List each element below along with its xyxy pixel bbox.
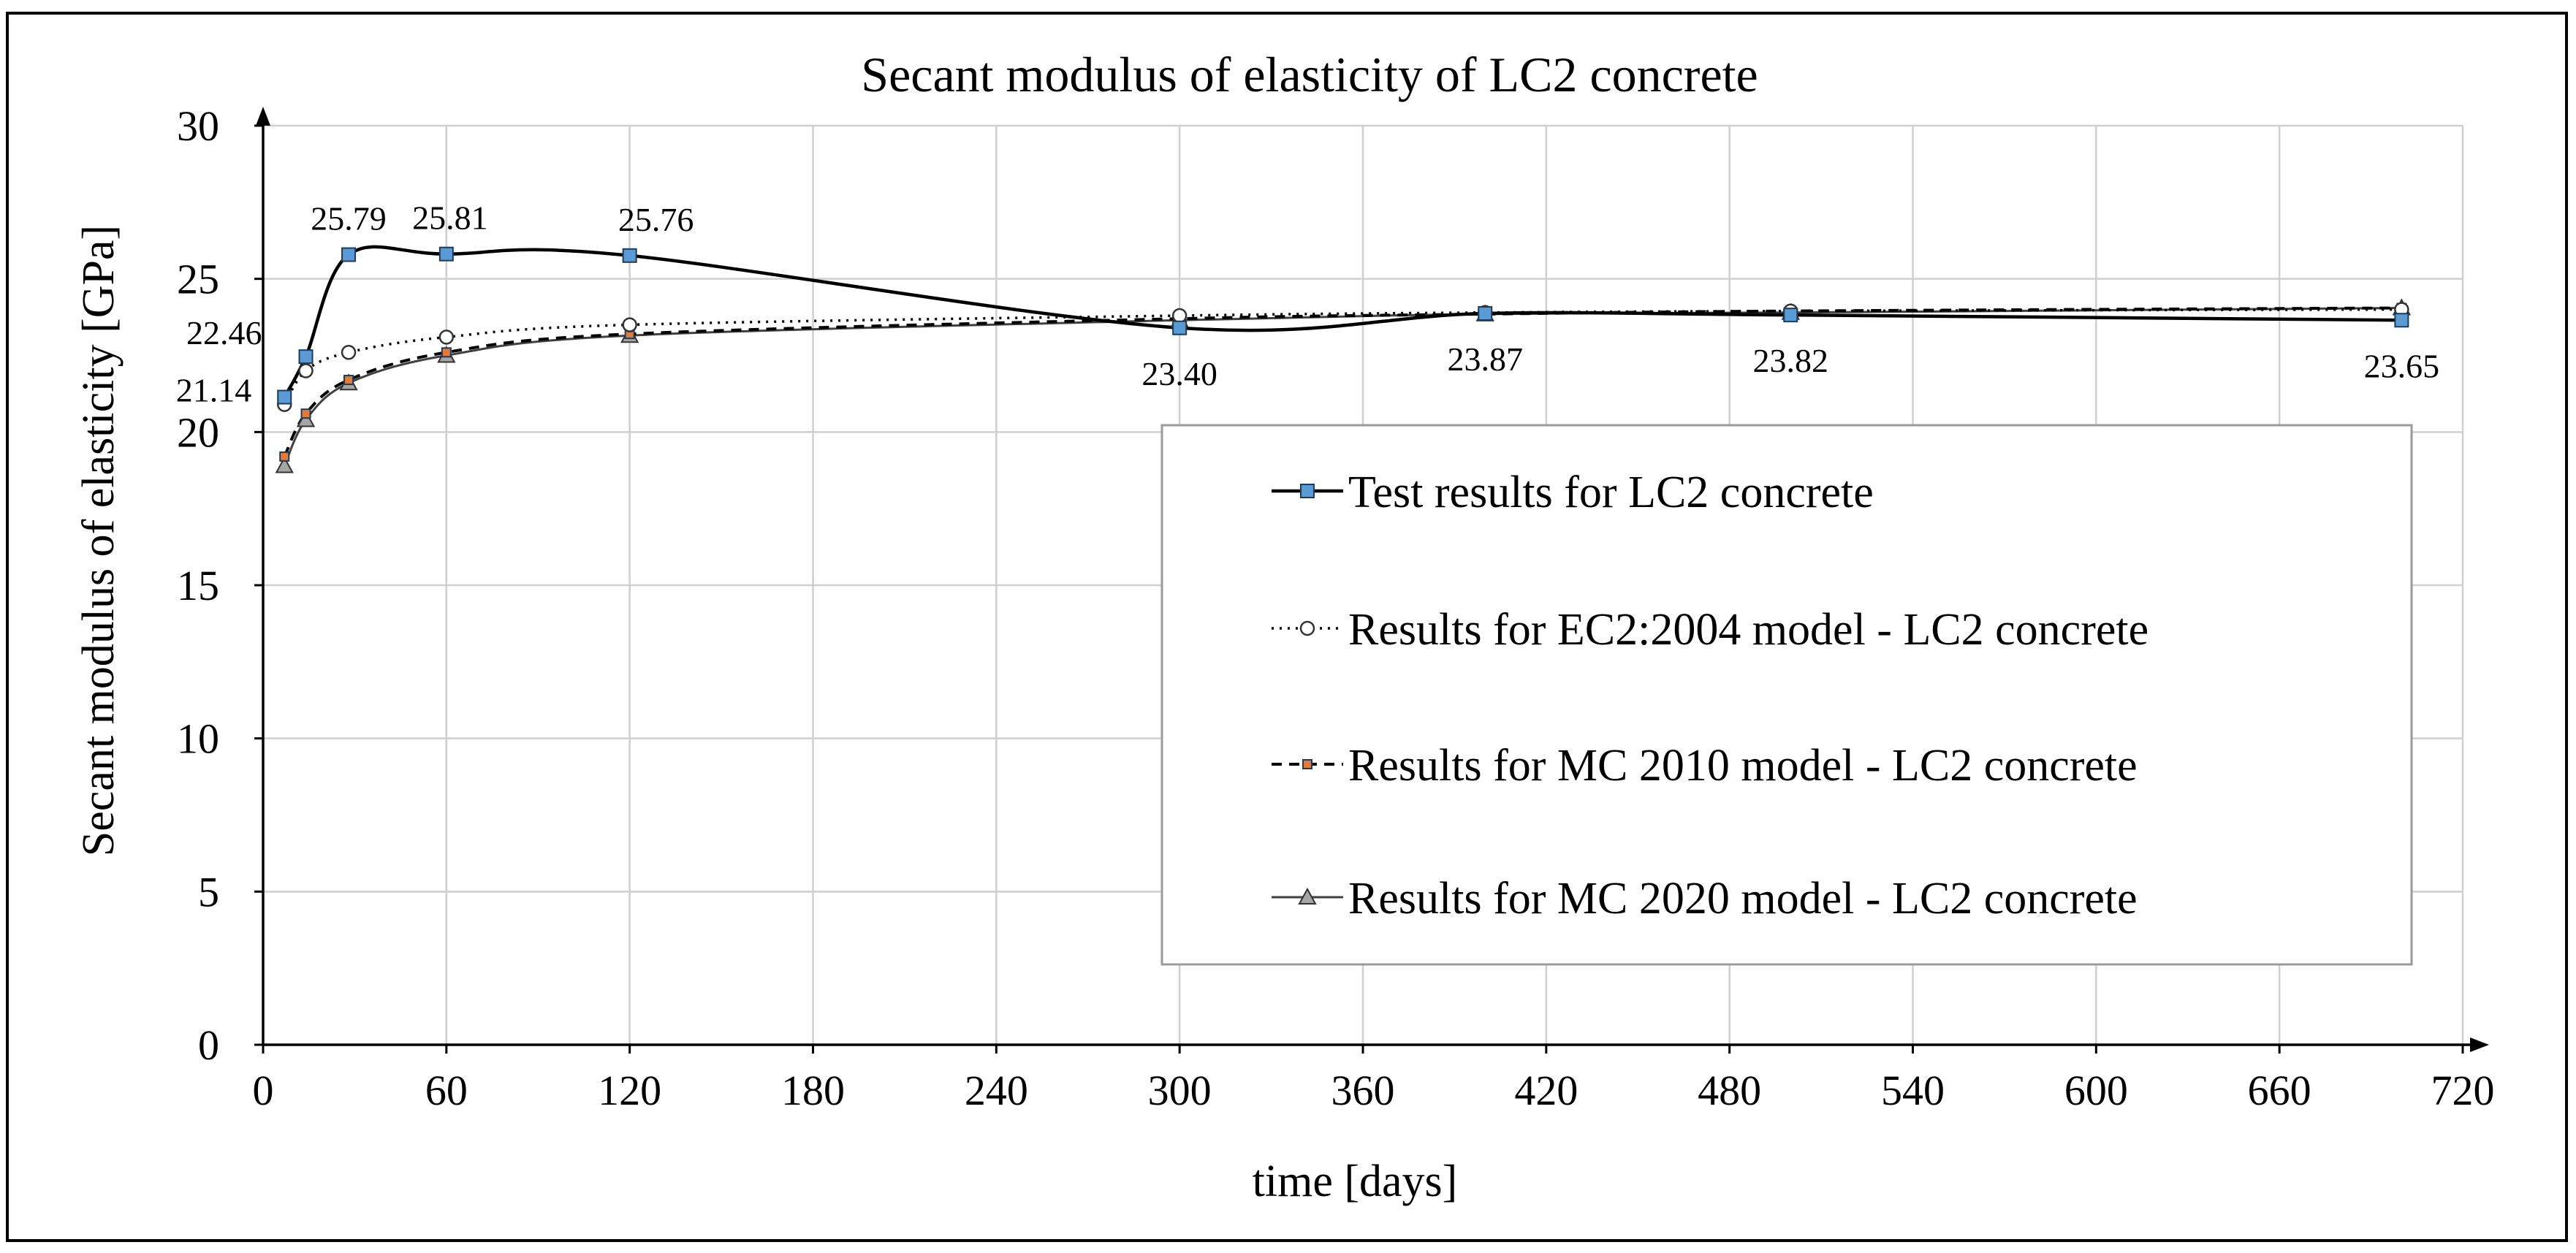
x-tick-label-180: 180 [781,1067,845,1114]
chart-title: Secant modulus of elasticity of LC2 conc… [861,47,1758,102]
series-0-point-5 [1172,320,1188,335]
series-0-point-7 [1783,308,1798,323]
series-line-3 [283,307,2402,467]
series-2-point-2 [343,375,354,386]
data-label-5: 23.40 [1141,355,1217,392]
data-label-8: 23.65 [2364,347,2440,384]
x-tick-label-240: 240 [965,1067,1028,1114]
series-2-point-1 [300,408,311,419]
series-2-point-0 [279,451,290,462]
y-axis-arrow [256,107,270,126]
data-label-4: 25.76 [618,201,694,238]
y-tick-label-25: 25 [177,256,219,303]
y-tick-label-10: 10 [177,715,219,763]
axes [254,107,2489,1054]
x-tick-label-420: 420 [1514,1067,1578,1114]
y-axis-label: Secant modulus of elasticity [GPa] [74,225,124,856]
legend-marker-3 [1298,887,1317,904]
series-1-point-1 [298,363,314,378]
x-tick-label-120: 120 [598,1067,661,1114]
data-label-3: 25.81 [412,199,488,237]
series-line-0 [283,245,2402,398]
x-axis-label: time [days] [1253,1157,1458,1206]
legend-marker-1 [1299,620,1315,636]
legend-label-3: Results for MC 2020 model - LC2 concrete [1348,874,2138,923]
legend-label-1: Results for EC2:2004 model - LC2 concret… [1348,605,2148,655]
y-tick-label-5: 5 [198,868,219,915]
series-1-point-5 [1171,308,1188,324]
x-tick-labels: 0 60 120 180 240 300 360 420 480 540 600 660 720 [253,1067,2495,1114]
series-0-point-0 [277,389,292,405]
data-label-6: 23.87 [1447,340,1523,378]
series-0-point-2 [341,247,357,262]
x-tick-label-300: 300 [1148,1067,1212,1114]
legend-marker-0 [1300,484,1315,498]
series-3-point-0 [275,456,294,473]
series-0-point-3 [438,246,454,262]
series-0-point-1 [298,349,314,365]
y-tick-label-20: 20 [177,408,219,456]
x-tick-label-360: 360 [1331,1067,1395,1114]
legend-label-0: Test results for LC2 concrete [1348,468,1874,517]
series-0-point-6 [1478,306,1493,321]
y-tick-label-0: 0 [198,1021,219,1069]
x-tick-label-720: 720 [2431,1067,2495,1114]
x-tick-label-660: 660 [2248,1067,2311,1114]
data-labels: 21.14 22.46 25.79 25.81 25.76 23.40 23.87 23.82… [176,199,2439,409]
data-label-1: 22.46 [186,314,262,351]
series-1-point-4 [622,317,637,332]
x-tick-label-480: 480 [1698,1067,1761,1114]
series-0-point-8 [2394,313,2409,328]
y-tick-label-15: 15 [177,562,219,609]
x-tick-label-540: 540 [1881,1067,1945,1114]
series-1-point-3 [438,330,455,345]
series-3-point-1 [296,410,316,427]
series-0-point-4 [622,248,637,263]
series-2-point-3 [441,347,452,358]
x-axis-arrow [2470,1037,2489,1052]
y-tick-label-30: 30 [177,102,219,150]
legend: Test results for LC2 concrete Results for… [1160,424,2413,966]
data-label-2: 25.79 [311,200,387,237]
x-tick-label-0: 0 [253,1067,274,1114]
legend-box [1160,424,2413,966]
data-label-0: 21.14 [176,372,252,409]
x-tick-label-60: 60 [425,1067,468,1114]
y-tick-labels: 0 5 10 15 20 25 30 [177,102,219,1069]
series-1-point-2 [341,345,357,360]
data-label-7: 23.82 [1753,342,1829,379]
legend-marker-2 [1302,759,1312,769]
legend-label-2: Results for MC 2010 model - LC2 concrete [1348,741,2138,791]
series-lines [283,245,2402,467]
series-line-2 [283,306,2402,457]
series-markers [275,246,2412,473]
x-tick-label-600: 600 [2064,1067,2128,1114]
